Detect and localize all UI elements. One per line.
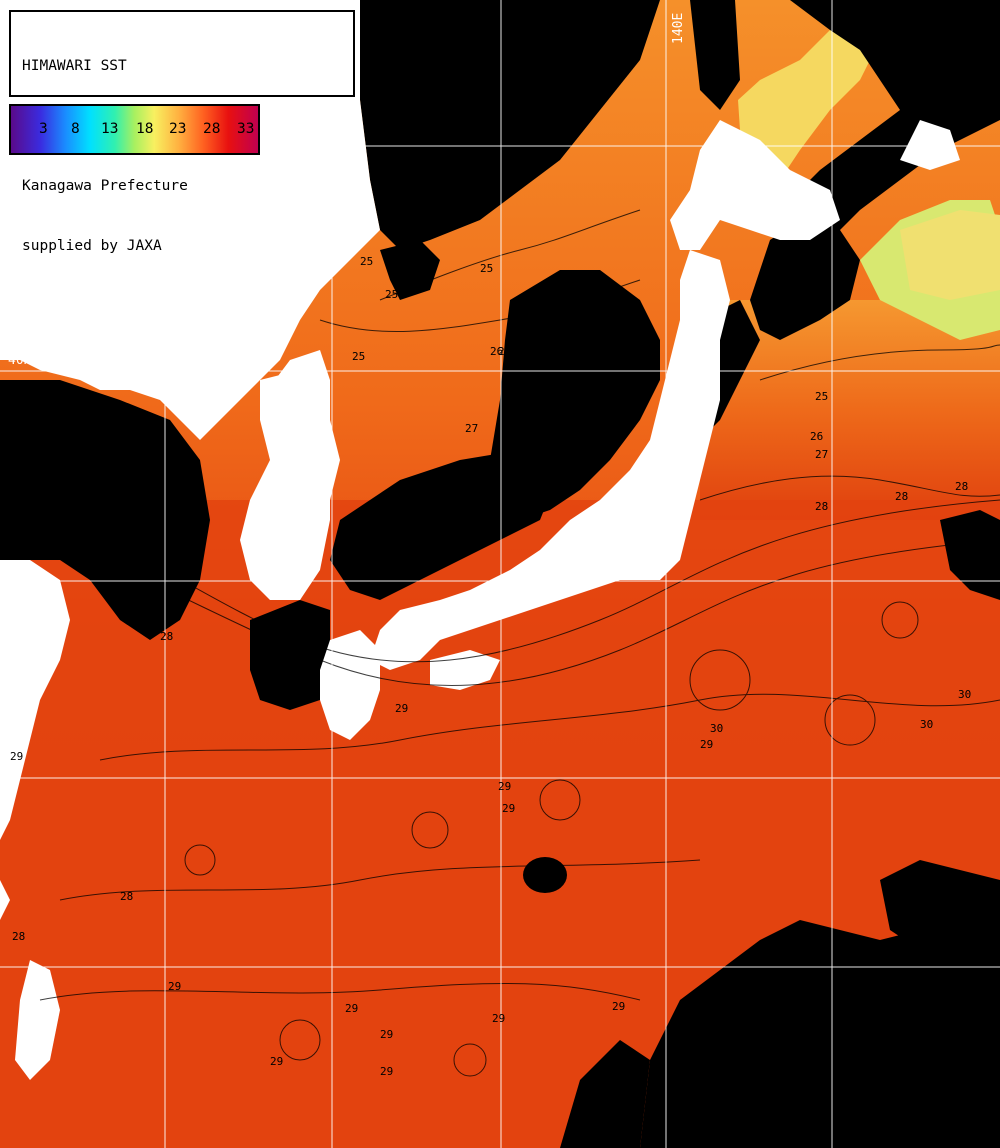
cloud-south-east bbox=[640, 920, 1000, 1148]
land-china-south bbox=[0, 880, 10, 920]
contour-label: 26 bbox=[810, 430, 823, 443]
cloud-kyushu-west bbox=[250, 600, 330, 710]
land-sakhalin bbox=[900, 120, 960, 170]
cloud-korea-north bbox=[380, 240, 440, 300]
cloud-patch-center bbox=[523, 857, 567, 893]
cloud-hokkaido-east bbox=[790, 0, 1000, 240]
contour-label: 29 bbox=[498, 780, 511, 793]
contour-label: 28 bbox=[160, 630, 173, 643]
cloud-east-south bbox=[880, 860, 1000, 960]
contour-label: 27 bbox=[815, 448, 828, 461]
contour-label: 28 bbox=[815, 500, 828, 513]
cool-water-okhotsk bbox=[900, 210, 1000, 300]
contour-label: 29 bbox=[492, 1012, 505, 1025]
contour-label: 29 bbox=[395, 702, 408, 715]
legend-tick: 18 bbox=[136, 121, 154, 137]
contour-label: 28 bbox=[120, 890, 133, 903]
temperature-color-legend: 3 8 13 18 23 28 33 bbox=[9, 104, 260, 155]
land-korea-peninsula bbox=[240, 370, 330, 600]
cloud-china-coast bbox=[0, 380, 210, 640]
legend-tick: 28 bbox=[203, 121, 221, 137]
contour-label: 27 bbox=[465, 422, 478, 435]
contour-label: 29 bbox=[345, 1002, 358, 1015]
contour-label: 28 bbox=[148, 492, 161, 505]
contour-label: 29 bbox=[168, 980, 181, 993]
title-line-region: Kanagawa Prefecture bbox=[22, 178, 188, 194]
contour-label: 29 bbox=[10, 750, 23, 763]
contour-label: 26 bbox=[490, 345, 503, 358]
land-taiwan bbox=[15, 960, 60, 1080]
contour-label: 25 bbox=[815, 390, 828, 403]
land-hokkaido bbox=[670, 120, 840, 250]
longitude-label: 140E bbox=[671, 12, 686, 44]
contour-label: 26 bbox=[498, 345, 511, 358]
legend-tick: 8 bbox=[71, 121, 80, 137]
cloud-honshu-south bbox=[330, 450, 560, 600]
legend-tick: 3 bbox=[39, 121, 48, 137]
land-honshu bbox=[370, 250, 730, 670]
cloud-east-edge bbox=[940, 510, 1000, 600]
contour-label: 29 bbox=[380, 1028, 393, 1041]
contour-label: 29 bbox=[960, 920, 973, 933]
cloud-north-asia bbox=[360, 0, 660, 250]
land-china-east bbox=[0, 560, 70, 840]
cloud-south-center bbox=[560, 1040, 650, 1148]
contour-lines bbox=[0, 209, 1000, 1077]
contour-label: 28 bbox=[432, 550, 445, 563]
contour-label: 30 bbox=[710, 722, 723, 735]
contour-labels: 25 25 25 26 25 27 28 25 26 27 28 28 28 28 29 29 29 29 30 30… bbox=[10, 255, 973, 1078]
latitude-label: 40N bbox=[8, 353, 32, 368]
contour-label: 28 bbox=[78, 555, 91, 568]
contour-label: 29 bbox=[700, 738, 713, 751]
contour-label: 29 bbox=[612, 1000, 625, 1013]
contour-label: 30 bbox=[958, 688, 971, 701]
contour-label: 30 bbox=[920, 718, 933, 731]
contour-label: 25 bbox=[385, 288, 398, 301]
legend-tick: 13 bbox=[101, 121, 119, 137]
cold-water-hokkaido bbox=[738, 10, 880, 180]
legend-tick: 23 bbox=[169, 121, 187, 137]
contour-label: 25 bbox=[352, 350, 365, 363]
contour-label: 29 bbox=[502, 802, 515, 815]
contour-label: 25 bbox=[360, 255, 373, 268]
contour-label: 28 bbox=[895, 490, 908, 503]
contour-label: 25 bbox=[480, 262, 493, 275]
title-line-product: HIMAWARI SST bbox=[22, 58, 127, 74]
legend-tick: 33 bbox=[237, 121, 255, 137]
title-line-source: supplied by JAXA bbox=[22, 238, 162, 254]
cloud-far-north bbox=[690, 0, 740, 110]
contour-label: 29 bbox=[900, 990, 913, 1003]
contour-label: 28 bbox=[955, 480, 968, 493]
contour-label: 29 bbox=[270, 1055, 283, 1068]
contour-label: 28 bbox=[12, 930, 25, 943]
contour-label: 29 bbox=[380, 1065, 393, 1078]
map-title-box: HIMAWARI SST 2025/08/26 22(UTC) 3H Comp.… bbox=[9, 10, 355, 254]
